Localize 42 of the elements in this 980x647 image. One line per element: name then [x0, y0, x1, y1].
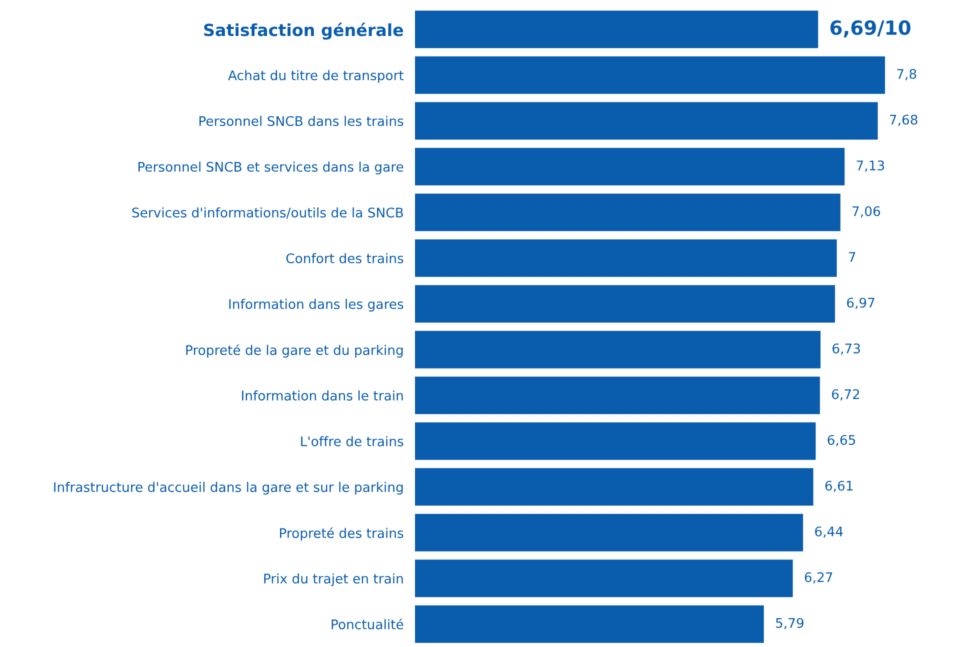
- bar: [415, 330, 821, 368]
- data-label: 7,8: [897, 68, 916, 80]
- data-label: 6,97: [847, 298, 874, 310]
- bar: [415, 514, 804, 552]
- y-tick-label: Information dans les gares: [229, 298, 404, 312]
- y-tick-label: Satisfaction générale: [204, 22, 404, 40]
- bar: [415, 605, 764, 643]
- data-label: 7,13: [856, 160, 884, 172]
- bar: [415, 148, 845, 186]
- y-tick-label: Propreté de la gare et du parking: [186, 344, 403, 358]
- data-label: 6,65: [828, 434, 856, 446]
- data-label: 5,79: [776, 618, 804, 630]
- data-label: 7,68: [890, 114, 918, 126]
- bar: [415, 239, 837, 277]
- bar: [415, 194, 840, 232]
- y-tick-label: Ponctualité: [332, 618, 404, 630]
- y-tick-label: Infrastructure d'accueil dans la gare et sur le parking: [54, 482, 403, 495]
- bar: [415, 10, 818, 48]
- data-label: 6,69/10: [830, 20, 910, 38]
- bar: [415, 376, 820, 414]
- y-tick-label: Services d'informations/outils de la SNCB: [132, 207, 403, 219]
- data-label: 6,73: [832, 343, 860, 355]
- bar: [415, 468, 814, 506]
- data-label: 7: [848, 252, 856, 262]
- y-tick-label: Achat du titre de transport: [228, 70, 404, 83]
- data-label: 6,27: [804, 572, 832, 584]
- bar: [415, 560, 793, 598]
- y-tick-label: Information dans le train: [242, 390, 403, 401]
- bar: [415, 422, 816, 460]
- data-label: 6,44: [815, 526, 843, 538]
- data-label: 6,72: [832, 389, 860, 401]
- data-label: 6,61: [825, 480, 853, 492]
- y-tick-label: Personnel SNCB et services dans la gare: [138, 162, 404, 174]
- bar: [415, 56, 885, 94]
- y-tick-label: Prix du trajet en train: [264, 573, 403, 586]
- y-tick-label: Confort des trains: [286, 253, 404, 264]
- y-tick-label: L'offre de trains: [301, 436, 404, 446]
- data-label: 7,06: [852, 206, 880, 218]
- bar: [415, 102, 878, 140]
- y-tick-label: Propreté des trains: [280, 527, 404, 541]
- y-tick-label: Personnel SNCB dans les trains: [199, 116, 404, 126]
- bar: [415, 285, 835, 323]
